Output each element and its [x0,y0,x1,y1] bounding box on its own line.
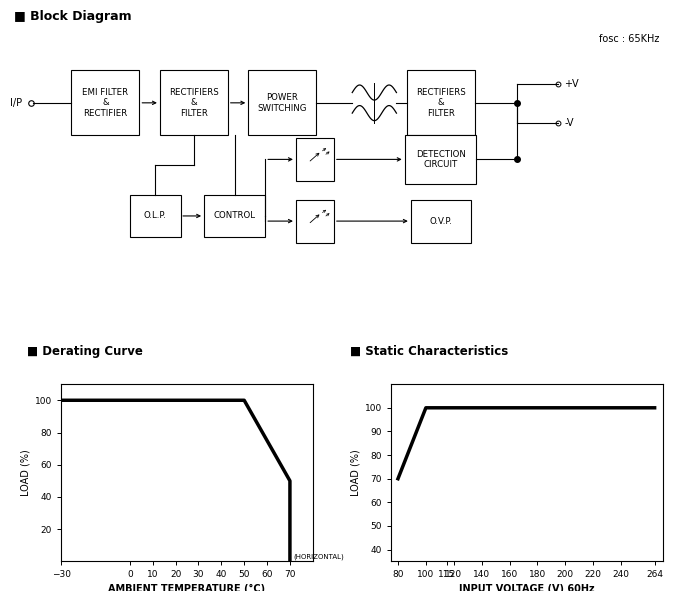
Text: fosc : 65KHz: fosc : 65KHz [599,34,660,44]
Text: O.L.P.: O.L.P. [143,212,167,220]
Y-axis label: LOAD (%): LOAD (%) [351,449,360,496]
Text: CONTROL: CONTROL [214,212,256,220]
X-axis label: INPUT VOLTAGE (V) 60Hz: INPUT VOLTAGE (V) 60Hz [459,584,595,591]
Text: RECTIFIERS
&
FILTER: RECTIFIERS & FILTER [169,88,219,118]
FancyBboxPatch shape [405,135,476,184]
X-axis label: AMBIENT TEMPERATURE (°C): AMBIENT TEMPERATURE (°C) [108,584,266,591]
Text: I/P: I/P [10,98,22,108]
Text: ■ Block Diagram: ■ Block Diagram [14,10,131,23]
FancyBboxPatch shape [296,138,334,181]
Text: ■ Static Characteristics: ■ Static Characteristics [350,345,509,358]
FancyBboxPatch shape [71,70,139,135]
Text: ■ Derating Curve: ■ Derating Curve [27,345,143,358]
FancyBboxPatch shape [204,196,265,236]
Text: POWER
SWITCHING: POWER SWITCHING [258,93,307,112]
Text: (HORIZONTAL): (HORIZONTAL) [293,553,344,560]
FancyBboxPatch shape [248,70,316,135]
Text: DETECTION
CIRCUIT: DETECTION CIRCUIT [415,150,466,169]
FancyBboxPatch shape [296,200,334,242]
Text: O.V.P.: O.V.P. [429,216,452,226]
FancyBboxPatch shape [129,196,181,236]
FancyBboxPatch shape [411,200,471,242]
FancyBboxPatch shape [407,70,475,135]
Text: -V: -V [564,118,574,128]
FancyBboxPatch shape [160,70,228,135]
Y-axis label: LOAD (%): LOAD (%) [21,449,31,496]
Text: EMI FILTER
&
RECTIFIER: EMI FILTER & RECTIFIER [82,88,129,118]
Text: RECTIFIERS
&
FILTER: RECTIFIERS & FILTER [415,88,466,118]
Text: +V: +V [564,79,579,89]
